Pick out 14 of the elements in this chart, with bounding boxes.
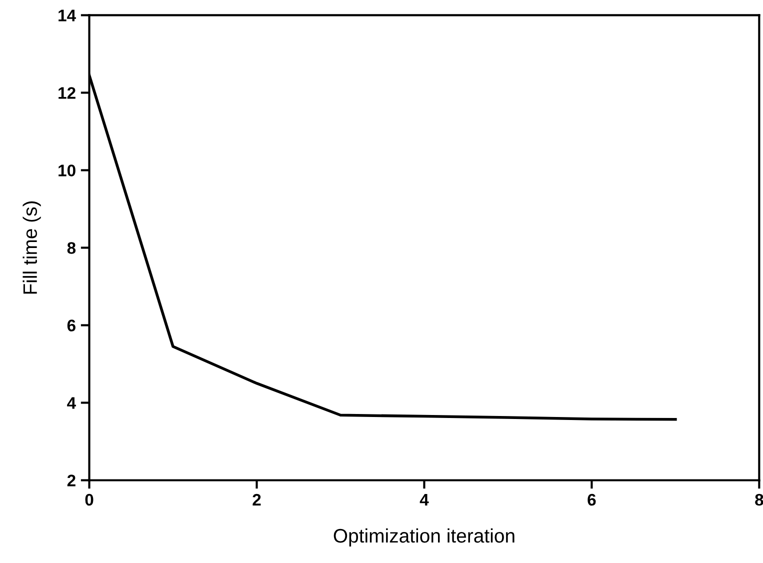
y-tick-label: 8 [67, 242, 76, 254]
y-tick-label: 14 [58, 10, 76, 22]
y-tick-label: 2 [67, 474, 76, 486]
y-axis-title: Fill time (s) [22, 201, 41, 294]
x-tick-label: 4 [420, 494, 429, 506]
x-axis-title: Optimization iteration [334, 528, 514, 547]
x-tick-label: 6 [588, 494, 596, 506]
x-tick-label: 0 [85, 494, 94, 506]
y-tick-label: 4 [67, 397, 76, 409]
y-tick-label: 6 [67, 320, 76, 332]
x-tick-label: 2 [252, 494, 261, 506]
x-tick-label: 8 [755, 494, 763, 506]
y-tick-label: 12 [58, 87, 76, 99]
y-tick-label: 10 [58, 164, 76, 176]
